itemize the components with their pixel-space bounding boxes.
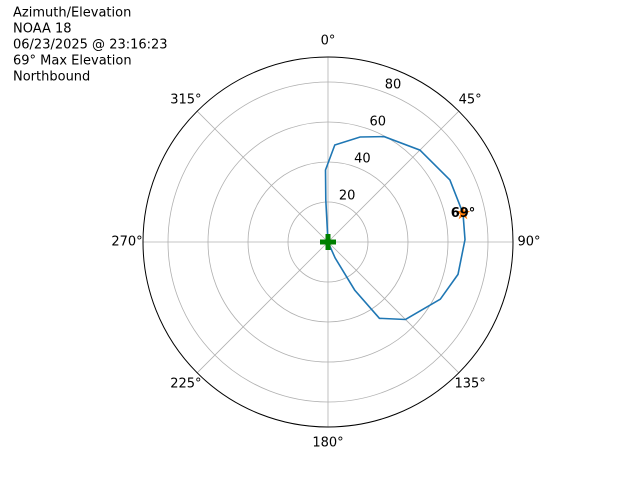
grid-spoke [196,241,329,374]
theta-tick-label: 90° [517,235,540,250]
theta-tick-label: 135° [454,377,485,392]
theta-tick-label: 225° [170,377,201,392]
grid-spoke [196,110,329,243]
r-tick-label: 40 [354,151,371,166]
title-line: 06/23/2025 @ 23:16:23 [13,38,168,53]
r-tick-label: 20 [339,188,356,203]
theta-tick-label: 180° [312,436,343,451]
r-tick-label: 80 [385,77,402,92]
title-line: Northbound [13,70,90,85]
polar-frame [142,56,514,428]
theta-tick-label: 315° [170,92,201,107]
grid-spoke [327,110,460,243]
max-elevation-label: 69° [451,206,476,221]
title-line: 69° Max Elevation [13,54,132,69]
r-tick-label: 60 [369,114,386,129]
max-elevation-marker [455,205,471,220]
grid-spoke [327,241,460,374]
theta-tick-label: 45° [459,92,482,107]
title-line: NOAA 18 [13,22,72,37]
title-line: Azimuth/Elevation [13,6,131,21]
start-marker [320,234,336,250]
theta-tick-label: 270° [111,235,142,250]
theta-tick-label: 0° [321,34,336,49]
